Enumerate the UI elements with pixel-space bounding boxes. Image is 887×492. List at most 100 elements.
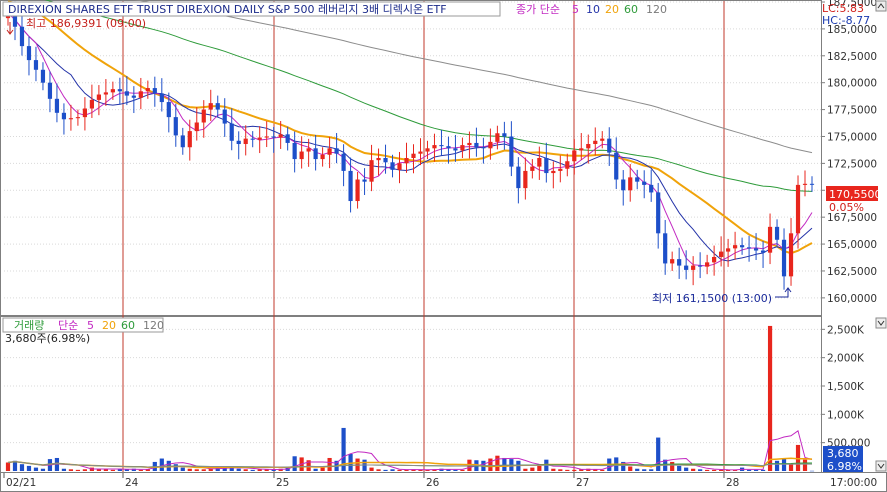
ma-period-10[interactable]: 10	[586, 3, 600, 16]
candle-body	[334, 148, 339, 154]
volume-bar	[432, 469, 437, 471]
candle-body	[488, 141, 493, 149]
candle-layer	[5, 1, 815, 290]
volume-bar	[236, 468, 241, 471]
volume-bar	[327, 457, 332, 471]
candle-body	[33, 60, 39, 70]
candle-body	[285, 134, 290, 143]
candle-body	[642, 181, 647, 185]
candle-body	[257, 137, 262, 140]
price-tick-label: 175,0000	[827, 131, 877, 143]
candle-body	[327, 148, 332, 155]
ma-period-20[interactable]: 20	[605, 3, 619, 16]
volume-bar	[698, 469, 703, 471]
volume-bar	[201, 469, 206, 471]
volume-ma-label: 단순	[58, 319, 78, 332]
candle-body	[474, 142, 479, 148]
current-price-label: 170,5500	[829, 188, 882, 201]
volume-bar	[488, 458, 493, 471]
x-tick-label: 17:00:00	[830, 477, 877, 489]
volume-title: 거래량	[14, 319, 44, 332]
x-tick-label: 26	[426, 477, 440, 489]
volume-bar	[341, 427, 346, 471]
candle-body	[383, 158, 388, 163]
panel-scroll-up-button[interactable]	[875, 0, 887, 12]
volume-bar	[82, 469, 88, 471]
ma-period-60[interactable]: 60	[624, 3, 638, 16]
volume-bar	[411, 469, 416, 471]
candle-body	[460, 145, 465, 151]
volume-bar	[691, 468, 696, 471]
volume-bar	[96, 468, 101, 471]
candle-body	[54, 98, 60, 113]
candle-body	[138, 91, 143, 98]
volume-bar	[809, 470, 815, 472]
candle-body	[75, 117, 81, 119]
volume-bar	[383, 469, 388, 471]
volume-bar	[726, 469, 731, 471]
candle-body	[222, 109, 227, 124]
candle-body	[236, 140, 241, 145]
candle-body	[26, 46, 32, 61]
ma20-line	[7, 0, 813, 255]
candle-body	[446, 146, 451, 149]
volume-current-box	[823, 446, 863, 460]
ma-period-120[interactable]: 120	[646, 3, 667, 16]
candle-body	[809, 183, 815, 185]
volume-ma-period-120[interactable]: 120	[143, 319, 164, 332]
volume-bar	[369, 467, 374, 471]
candle-body	[621, 179, 626, 191]
candle-body	[313, 148, 318, 160]
candle-body	[739, 245, 745, 248]
x-tick-label: 02/21	[6, 477, 36, 489]
candle-body	[159, 93, 164, 103]
panel-resize-button[interactable]	[875, 317, 887, 329]
candle-body	[201, 109, 206, 123]
candle-body	[278, 134, 283, 138]
candle-body	[173, 117, 178, 136]
volume-bar	[670, 461, 675, 471]
candle-body	[397, 163, 402, 170]
volume-panel-scroll-button[interactable]	[875, 460, 887, 472]
volume-bar	[732, 469, 738, 471]
candle-body	[439, 145, 444, 147]
candle-body	[551, 170, 556, 174]
price-tick-label: 182,5000	[827, 51, 877, 63]
volume-ma-period-20[interactable]: 20	[102, 319, 116, 332]
candle-body	[732, 245, 738, 249]
volume-bar	[628, 466, 633, 471]
candle-body	[411, 153, 416, 158]
volume-bar	[425, 469, 430, 471]
volume-ma-period-5[interactable]: 5	[87, 319, 94, 332]
volume-bar	[110, 469, 115, 471]
volume-tick-label: 2,500K	[827, 324, 865, 336]
volume-tick-label: 2,000K	[827, 353, 865, 365]
ma-period-5[interactable]: 5	[572, 3, 579, 16]
volume-bar	[774, 460, 780, 471]
price-tick-label: 185,0000	[827, 24, 877, 36]
candle-body	[565, 161, 570, 169]
candle-body	[767, 226, 773, 253]
candle-body	[243, 138, 248, 145]
volume-tick-label: 1,500K	[827, 381, 865, 393]
volume-bar	[397, 469, 402, 471]
volume-bar	[802, 459, 808, 471]
chevron-up-icon	[877, 3, 885, 9]
volume-bar	[243, 469, 248, 471]
candle-body	[579, 148, 584, 151]
volume-title-box	[2, 317, 164, 333]
candle-body	[523, 170, 528, 189]
candle-body	[292, 142, 297, 160]
candle-body	[418, 151, 423, 154]
candle-body	[593, 140, 598, 145]
volume-bar	[530, 467, 535, 471]
candle-body	[795, 184, 801, 234]
candle-body	[628, 177, 633, 191]
volume-bar	[767, 325, 773, 471]
volume-ma-period-60[interactable]: 60	[121, 319, 135, 332]
volume-bar	[537, 465, 542, 471]
volume-bar	[788, 463, 794, 471]
volume-bar	[54, 457, 60, 471]
volume-bar	[194, 469, 199, 471]
volume-bar	[257, 469, 262, 471]
